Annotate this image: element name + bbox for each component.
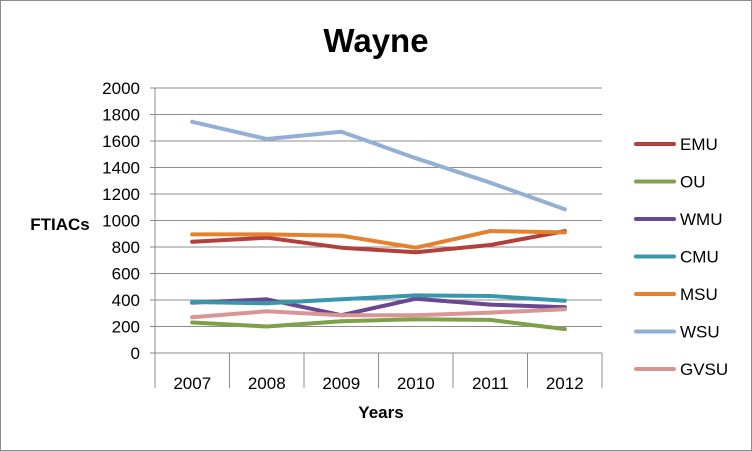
data-point: [339, 313, 344, 318]
y-tick-label: 0: [131, 344, 140, 363]
data-point: [339, 233, 344, 238]
legend-label: GVSU: [680, 360, 728, 379]
data-point: [264, 232, 269, 237]
data-point: [488, 229, 493, 234]
data-point: [413, 313, 418, 318]
data-point: [339, 297, 344, 302]
series-cmu: [190, 293, 567, 306]
x-axis: 2007 2008 2009 2010 2011 2012: [154, 88, 603, 393]
data-point: [413, 250, 418, 255]
x-axis-label: Years: [358, 403, 403, 422]
series-line-wmu: [190, 296, 567, 318]
data-point: [488, 317, 493, 322]
data-point: [413, 317, 418, 322]
legend-label: MSU: [680, 285, 718, 304]
y-tick-label: 1600: [102, 132, 140, 151]
series-wsu: [190, 119, 567, 212]
y-axis-ticks: 0 200 400 600 800 1000 1200 1400 1600 1800 2000: [102, 79, 140, 363]
y-tick-label: 1400: [102, 159, 140, 178]
y-tick-label: 1200: [102, 185, 140, 204]
series-line-ou: [190, 317, 567, 332]
y-tick-label: 400: [112, 291, 140, 310]
x-tick-label: 2007: [173, 374, 211, 393]
legend-item-ou: OU: [634, 173, 706, 192]
y-tick-label: 1800: [102, 106, 140, 125]
data-point: [413, 293, 418, 298]
data-point: [413, 245, 418, 250]
data-point: [190, 315, 195, 320]
legend-label: WMU: [680, 210, 722, 229]
x-tick-label: 2010: [397, 374, 435, 393]
legend-item-emu: EMU: [634, 135, 718, 154]
data-point: [488, 310, 493, 315]
series-lines: [190, 119, 567, 332]
series-ou: [190, 317, 567, 332]
chart-title: Wayne: [323, 22, 428, 59]
legend-item-wsu: WSU: [634, 323, 720, 342]
data-point: [413, 156, 418, 161]
legend-label: OU: [680, 173, 706, 192]
legend-label: EMU: [680, 135, 718, 154]
data-point: [190, 239, 195, 244]
data-point: [190, 232, 195, 237]
data-point: [264, 137, 269, 142]
data-point: [413, 296, 418, 301]
x-tick-label: 2012: [546, 374, 584, 393]
data-point: [488, 243, 493, 248]
legend-item-gvsu: GVSU: [634, 360, 728, 379]
y-tick-label: 800: [112, 238, 140, 257]
x-tick-label: 2009: [322, 374, 360, 393]
data-point: [488, 294, 493, 299]
data-point: [562, 207, 567, 212]
data-point: [264, 309, 269, 314]
legend: EMU OU WMU CMU MSU WSU GVSU: [634, 135, 728, 379]
series-line-msu: [190, 229, 567, 250]
legend-item-msu: MSU: [634, 285, 718, 304]
legend-item-cmu: CMU: [634, 248, 719, 267]
y-tick-label: 200: [112, 318, 140, 337]
data-point: [562, 327, 567, 332]
series-emu: [190, 229, 567, 255]
data-point: [488, 180, 493, 185]
data-point: [562, 230, 567, 235]
data-point: [264, 297, 269, 302]
data-point: [190, 320, 195, 325]
data-point: [339, 245, 344, 250]
data-point: [190, 299, 195, 304]
data-point: [339, 319, 344, 324]
data-point: [562, 307, 567, 312]
series-msu: [190, 229, 567, 250]
data-point: [190, 119, 195, 124]
x-tick-label: 2011: [472, 374, 509, 393]
series-gvsu: [190, 307, 567, 320]
data-point: [264, 301, 269, 306]
x-tick-label: 2008: [248, 374, 286, 393]
data-point: [264, 324, 269, 329]
series-line-emu: [190, 229, 567, 255]
y-tick-label: 600: [112, 265, 140, 284]
series-line-wsu: [190, 119, 567, 212]
data-point: [264, 235, 269, 240]
series-line-gvsu: [190, 307, 567, 320]
data-point: [562, 298, 567, 303]
y-tick-label: 2000: [102, 79, 140, 98]
y-axis-label: FTIACs: [30, 215, 90, 234]
data-point: [339, 129, 344, 134]
legend-item-wmu: WMU: [634, 210, 722, 229]
data-point: [488, 302, 493, 307]
legend-label: CMU: [680, 248, 719, 267]
y-tick-label: 1000: [102, 212, 140, 231]
series-line-cmu: [190, 293, 567, 306]
legend-label: WSU: [680, 323, 720, 342]
